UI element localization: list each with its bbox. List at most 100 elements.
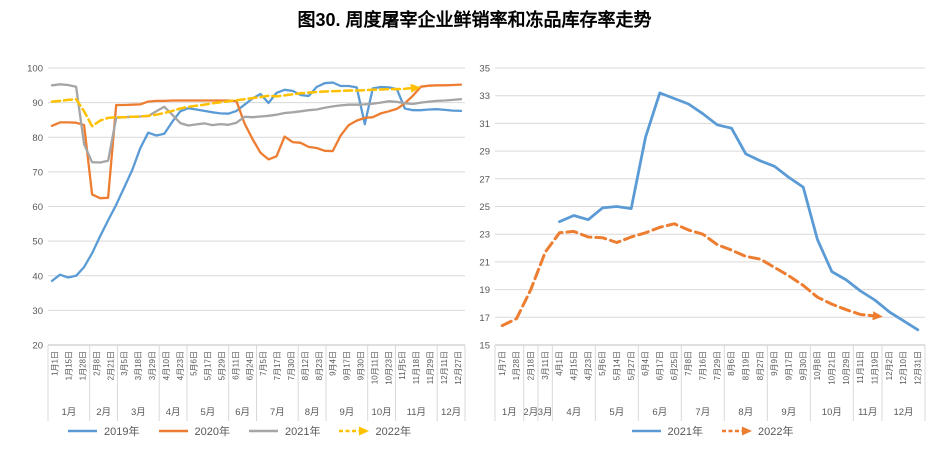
- x-tick-label: 2月21日: [106, 351, 115, 380]
- y-tick-label: 33: [479, 91, 490, 102]
- month-label: 2月: [96, 407, 111, 418]
- figure-title: 图30. 周度屠宰企业鲜销率和冻品库存率走势: [297, 10, 652, 30]
- legend-item-2020年: 2020年: [158, 423, 230, 439]
- x-tick-label: 11月19日: [871, 351, 880, 384]
- x-tick-label: 5月29日: [217, 351, 226, 380]
- y-tick-label: 40: [32, 271, 43, 282]
- series-line-2022年: [500, 222, 877, 328]
- legend-item-2022年: 2022年: [338, 423, 411, 439]
- month-label: 5月: [609, 407, 624, 418]
- legend-item-2022年: 2022年: [721, 423, 793, 439]
- month-label: 1月: [61, 407, 76, 418]
- y-tick-label: 70: [32, 167, 43, 178]
- legend-item-2021年: 2021年: [248, 423, 320, 439]
- x-tick-label: 1月28日: [512, 351, 521, 380]
- x-tick-label: 4月1日: [555, 351, 564, 376]
- x-tick-label: 8月19日: [742, 351, 751, 380]
- x-tick-label: 8月27日: [756, 351, 765, 380]
- x-tick-label: 10月29日: [842, 351, 851, 385]
- y-tick-label: 25: [479, 202, 490, 213]
- month-label: 12月: [893, 407, 913, 418]
- month-label: 2月: [523, 407, 538, 418]
- y-tick-label: 19: [479, 285, 490, 296]
- series-arrowhead-2022年: [872, 311, 883, 321]
- x-tick-label: 3月5日: [120, 351, 129, 376]
- y-tick-label: 23: [479, 230, 490, 241]
- x-tick-label: 1月15日: [65, 351, 74, 380]
- x-tick-label: 4月10日: [162, 351, 171, 380]
- y-tick-label: 60: [32, 202, 43, 213]
- series-line-2022年: [50, 86, 415, 128]
- x-tick-label: 5月6日: [598, 351, 607, 376]
- x-tick-label: 1月7日: [498, 351, 507, 376]
- y-tick-label: 50: [32, 237, 43, 248]
- legend-arrowhead: [359, 426, 370, 436]
- legend-label: 2021年: [285, 426, 321, 438]
- x-tick-label: 5月17日: [204, 351, 213, 380]
- x-tick-label: 6月25日: [670, 351, 679, 380]
- y-tick-label: 15: [479, 341, 490, 352]
- month-label: 1月: [502, 407, 517, 418]
- x-tick-label: 4月15日: [570, 351, 579, 380]
- x-tick-label: 10月23日: [384, 351, 393, 385]
- x-tick-label: 4月23日: [176, 351, 185, 380]
- x-tick-label: 4月23日: [584, 351, 593, 380]
- x-tick-label: 6月4日: [641, 351, 650, 376]
- legend-marker-2021年: [249, 429, 278, 433]
- y-tick-label: 17: [479, 313, 490, 324]
- y-tick-label: 100: [27, 64, 43, 75]
- x-tick-label: 1月1日: [51, 351, 60, 376]
- legend-marker-2021年: [631, 429, 661, 433]
- x-tick-label: 3月18日: [134, 351, 143, 380]
- legend-label: 2022年: [758, 426, 794, 438]
- x-tick-label: 7月5日: [259, 351, 268, 376]
- y-tick-label: 30: [32, 306, 43, 317]
- legend-left-chart: 2019年 2020年 2021年 2022年: [6, 420, 472, 442]
- month-label: 9月: [339, 407, 354, 418]
- x-tick-label: 5月27日: [627, 351, 636, 380]
- x-tick-label: 12月2日: [885, 351, 894, 380]
- x-tick-label: 7月30日: [287, 351, 296, 380]
- legend-label: 2022年: [375, 426, 411, 438]
- legend-marker-2022年: [722, 426, 752, 436]
- series-line-2021年: [558, 91, 920, 332]
- x-tick-label: 6月17日: [656, 351, 665, 380]
- legend-label: 2021年: [667, 426, 703, 438]
- legend-right-chart: 2021年 2022年: [477, 420, 947, 442]
- legend-marker-2022年: [339, 426, 370, 436]
- series-line-2020年: [50, 83, 463, 200]
- x-tick-label: 6月11日: [231, 351, 240, 380]
- y-tick-label: 20: [32, 341, 43, 352]
- month-label: 5月: [200, 407, 215, 418]
- x-tick-label: 11月5日: [398, 351, 407, 380]
- x-tick-label: 10月11日: [370, 351, 379, 384]
- x-tick-label: 10月8日: [813, 351, 822, 380]
- x-tick-label: 12月10日: [899, 351, 908, 385]
- month-label: 4月: [566, 407, 581, 418]
- x-tick-label: 7月16日: [699, 351, 708, 380]
- y-tick-label: 21: [479, 257, 490, 268]
- month-label: 4月: [166, 407, 181, 418]
- month-label: 3月: [131, 407, 146, 418]
- legend-arrowhead: [742, 426, 752, 436]
- x-tick-label: 9月17日: [343, 351, 352, 380]
- month-label: 3月: [538, 407, 553, 418]
- y-tick-label: 29: [479, 147, 490, 158]
- y-tick-label: 35: [479, 64, 490, 75]
- x-tick-label: 5月6日: [190, 351, 199, 376]
- x-tick-label: 9月9日: [770, 351, 779, 376]
- month-label: 11月: [407, 407, 426, 418]
- month-label: 11月: [858, 407, 877, 418]
- x-tick-label: 8月6日: [727, 351, 736, 376]
- x-tick-label: 9月30日: [799, 351, 808, 380]
- month-label: 12月: [441, 407, 461, 418]
- x-tick-label: 7月8日: [684, 351, 693, 376]
- x-tick-label: 7月17日: [273, 351, 282, 380]
- month-label: 10月: [372, 407, 392, 418]
- x-tick-label: 11月29日: [426, 351, 435, 384]
- legend-label: 2020年: [194, 426, 230, 438]
- x-tick-label: 12月27日: [454, 351, 463, 385]
- x-tick-label: 9月17日: [785, 351, 794, 380]
